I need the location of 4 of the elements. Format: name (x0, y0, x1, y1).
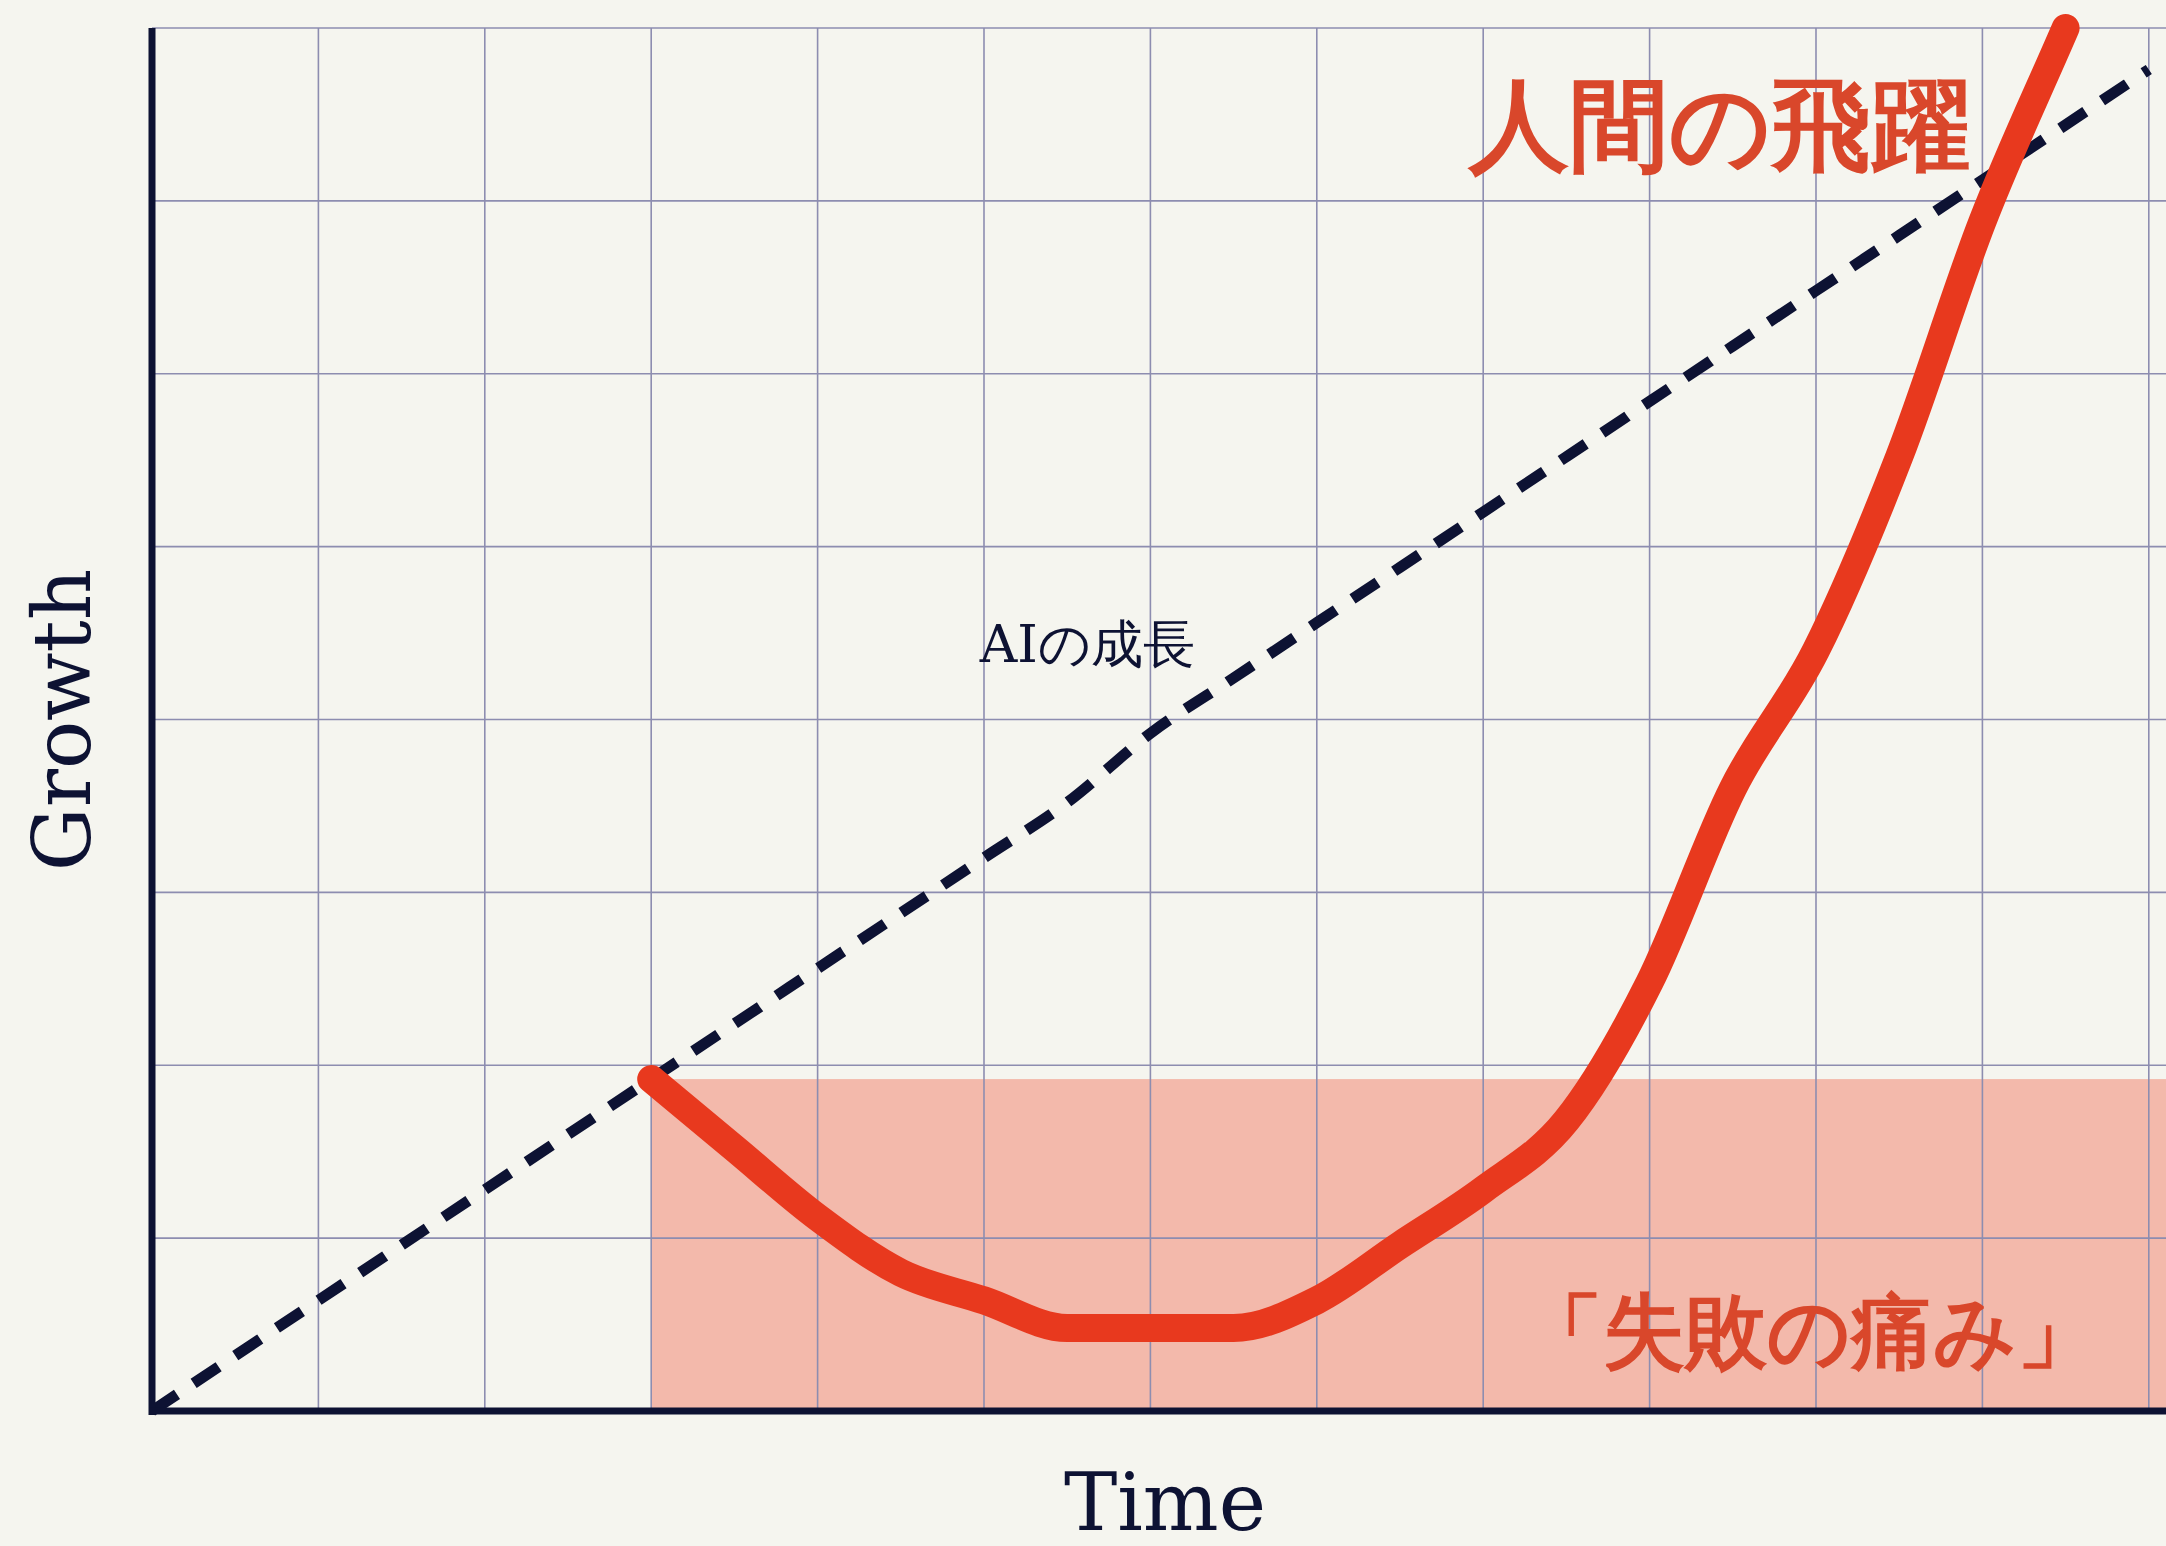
series-label: AIの成長 (978, 614, 1195, 675)
series-label: 人間の飛躍 (1466, 67, 1971, 184)
x-axis-title: Time (1063, 1456, 1267, 1546)
y-axis-title: Growth (16, 568, 109, 872)
